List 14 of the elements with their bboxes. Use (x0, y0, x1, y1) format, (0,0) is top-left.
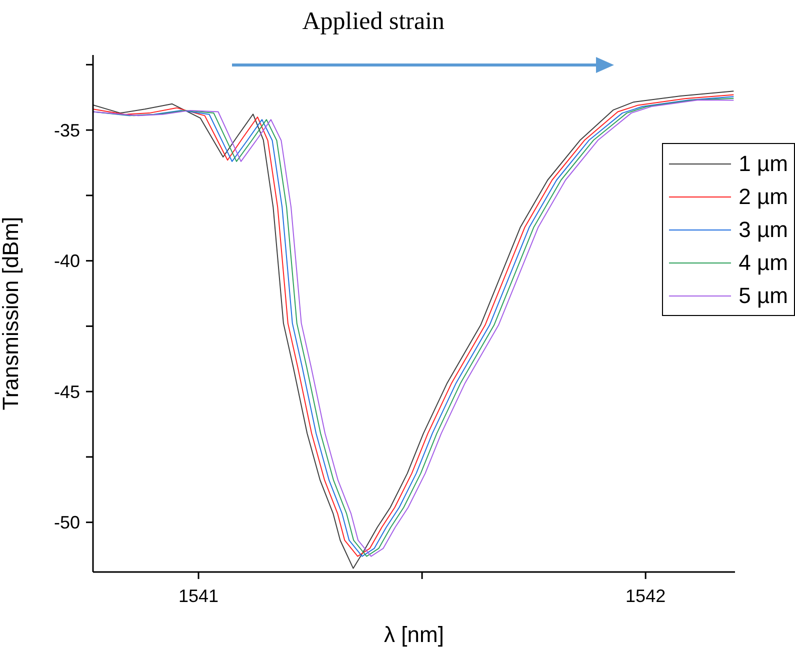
legend-label: 4 µm (738, 250, 788, 276)
y-tick-label: -40 (54, 251, 80, 272)
x-tick-label: 1542 (626, 586, 666, 606)
y-tick-label: -45 (54, 382, 80, 402)
legend-label: 3 µm (738, 216, 788, 242)
x-tick-label: 1541 (178, 586, 219, 606)
x-axis-title: λ [nm] (384, 622, 444, 647)
legend-label: 2 µm (738, 184, 788, 210)
y-tick-label: -50 (54, 512, 80, 533)
text: Applied strain (301, 8, 446, 36)
y-axis-title: Transmission [dBm] (0, 216, 23, 410)
y-tick-label: -35 (54, 120, 80, 140)
legend-label: 1 µm (738, 150, 788, 176)
legend-label: 5 µm (738, 282, 788, 308)
